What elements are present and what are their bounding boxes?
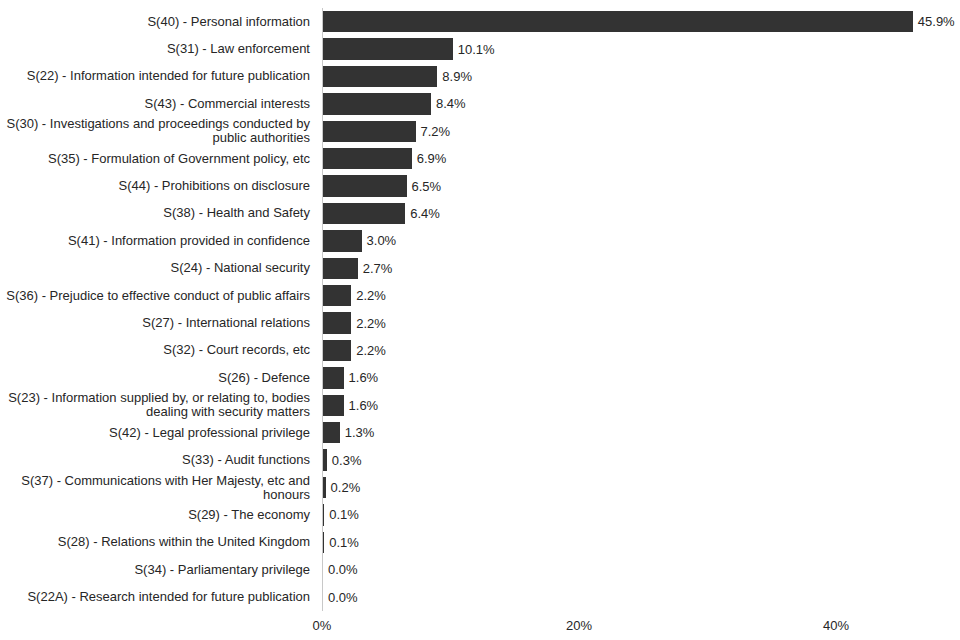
category-label: S(35) - Formulation of Government policy… bbox=[0, 145, 316, 172]
bar bbox=[323, 422, 340, 444]
value-label: 0.0% bbox=[328, 583, 358, 610]
bar bbox=[323, 340, 351, 362]
value-label: 6.4% bbox=[410, 200, 440, 227]
bar-chart: S(40) - Personal informationS(31) - Law … bbox=[0, 0, 960, 640]
value-label: 6.9% bbox=[417, 145, 447, 172]
category-label: S(24) - National security bbox=[0, 255, 316, 282]
bar bbox=[323, 203, 405, 225]
bar bbox=[323, 449, 327, 471]
value-label: 1.6% bbox=[349, 364, 379, 391]
bar bbox=[323, 11, 913, 33]
category-label: S(42) - Legal professional privilege bbox=[0, 419, 316, 446]
category-label: S(34) - Parliamentary privilege bbox=[0, 556, 316, 583]
category-label: S(31) - Law enforcement bbox=[0, 35, 316, 62]
value-label: 3.0% bbox=[367, 227, 397, 254]
bar bbox=[323, 148, 412, 170]
bar bbox=[323, 395, 344, 417]
category-label: S(29) - The economy bbox=[0, 501, 316, 528]
x-tick-label: 0% bbox=[313, 618, 332, 633]
value-label: 1.6% bbox=[349, 392, 379, 419]
category-label: S(38) - Health and Safety bbox=[0, 200, 316, 227]
category-label: S(28) - Relations within the United King… bbox=[0, 529, 316, 556]
category-label: S(26) - Defence bbox=[0, 364, 316, 391]
category-label: S(33) - Audit functions bbox=[0, 446, 316, 473]
category-label: S(32) - Court records, etc bbox=[0, 337, 316, 364]
bar bbox=[323, 312, 351, 334]
bar bbox=[323, 532, 324, 554]
y-axis-line bbox=[322, 8, 323, 611]
category-label: S(36) - Prejudice to effective conduct o… bbox=[0, 282, 316, 309]
value-label: 2.2% bbox=[356, 337, 386, 364]
value-label: 8.9% bbox=[442, 63, 472, 90]
category-label: S(22) - Information intended for future … bbox=[0, 63, 316, 90]
bar bbox=[323, 121, 416, 143]
value-label: 2.7% bbox=[363, 255, 393, 282]
value-label: 0.2% bbox=[331, 474, 361, 501]
value-label: 10.1% bbox=[458, 35, 495, 62]
value-label: 1.3% bbox=[345, 419, 375, 446]
category-label: S(37) - Communications with Her Majesty,… bbox=[0, 474, 316, 501]
value-label: 45.9% bbox=[918, 8, 955, 35]
bar bbox=[323, 504, 324, 526]
bar bbox=[323, 477, 326, 499]
category-label: S(44) - Prohibitions on disclosure bbox=[0, 172, 316, 199]
value-label: 2.2% bbox=[356, 309, 386, 336]
bar bbox=[323, 175, 407, 197]
bar bbox=[323, 38, 453, 60]
category-label: S(30) - Investigations and proceedings c… bbox=[0, 118, 316, 145]
value-label: 8.4% bbox=[436, 90, 466, 117]
category-label: S(27) - International relations bbox=[0, 309, 316, 336]
category-label: S(22A) - Research intended for future pu… bbox=[0, 583, 316, 610]
category-label: S(40) - Personal information bbox=[0, 8, 316, 35]
value-label: 7.2% bbox=[421, 118, 451, 145]
bar bbox=[323, 367, 344, 389]
category-label: S(23) - Information supplied by, or rela… bbox=[0, 392, 316, 419]
bar bbox=[323, 230, 362, 252]
value-label: 0.3% bbox=[332, 446, 362, 473]
bar bbox=[323, 66, 437, 88]
category-label: S(43) - Commercial interests bbox=[0, 90, 316, 117]
bar bbox=[323, 258, 358, 280]
bar bbox=[323, 93, 431, 115]
value-label: 6.5% bbox=[412, 172, 442, 199]
value-label: 0.0% bbox=[328, 556, 358, 583]
value-label: 0.1% bbox=[329, 501, 359, 528]
value-label: 0.1% bbox=[329, 529, 359, 556]
x-tick-label: 20% bbox=[566, 618, 592, 633]
bar bbox=[323, 285, 351, 307]
category-label: S(41) - Information provided in confiden… bbox=[0, 227, 316, 254]
x-tick-label: 40% bbox=[823, 618, 849, 633]
value-label: 2.2% bbox=[356, 282, 386, 309]
